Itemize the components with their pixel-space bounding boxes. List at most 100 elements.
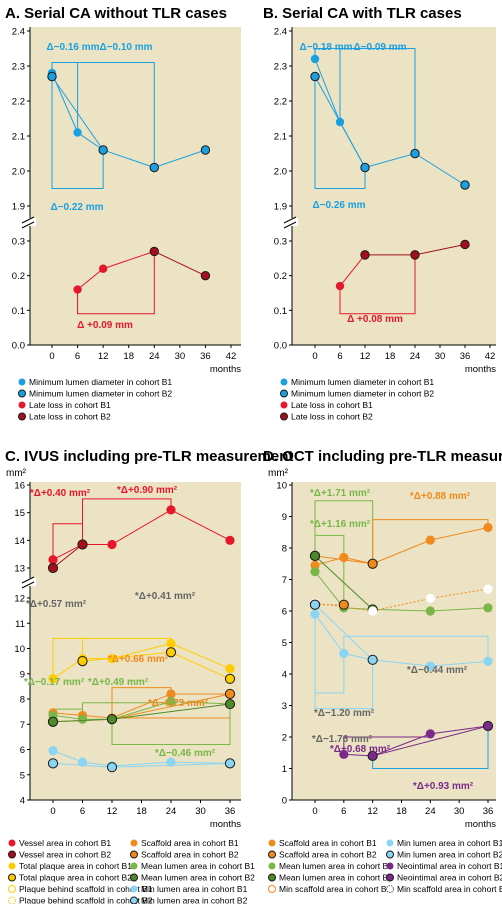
delta-annotation: *Δ−1.76 mm² — [312, 734, 373, 745]
y-tick-label: 0.0 — [274, 341, 287, 352]
y-tick-label: 6 — [20, 745, 25, 756]
data-point — [309, 550, 321, 561]
x-tick-label: 0 — [312, 806, 317, 817]
delta-annotation: *Δ−1.20 mm² — [314, 708, 375, 719]
data-point — [149, 246, 159, 257]
delta-annotation: *Δ+1.71 mm² — [310, 488, 371, 499]
legend-item: Mean lumen area in cohort B2 — [141, 873, 255, 883]
legend-marker — [18, 401, 26, 409]
axis-break-mark — [21, 216, 35, 224]
annotation-bracket — [339, 254, 416, 315]
data-point — [483, 522, 493, 533]
axis-break-mark — [283, 221, 297, 229]
legend-marker — [386, 839, 394, 847]
y-tick-label: 7 — [282, 575, 287, 586]
data-point — [48, 555, 58, 565]
data-point — [225, 664, 235, 674]
x-tick-label: 36 — [225, 806, 236, 817]
y-tick-label: 2.2 — [274, 97, 287, 108]
data-point — [360, 162, 370, 173]
legend-marker — [18, 412, 26, 421]
legend-marker — [280, 401, 288, 409]
legend-item: Min lumen area in cohort B1 — [397, 838, 502, 848]
data-point — [166, 505, 176, 515]
legend-item: Late loss in cohort B1 — [291, 400, 373, 410]
data-point — [310, 54, 320, 64]
legend-marker — [280, 412, 288, 421]
series-line — [343, 725, 489, 757]
y-tick-label: 0.2 — [12, 271, 25, 282]
data-point — [367, 558, 378, 569]
y-tick-label: 1 — [282, 764, 287, 775]
legend-marker — [386, 862, 394, 870]
data-point — [410, 250, 420, 260]
legend-item: Min lumen area in cohort B2 — [141, 896, 248, 904]
axis-break — [22, 578, 36, 586]
legend-item: Vessel area in cohort B1 — [19, 838, 111, 848]
data-point — [166, 757, 176, 767]
legend-marker — [8, 839, 16, 847]
data-point — [309, 599, 321, 610]
y-tick-label: 2.1 — [274, 132, 287, 143]
delta-annotation: Δ−0.16 mm — [46, 42, 99, 53]
legend-item: Neointimal area in cohort B2 — [397, 873, 502, 883]
annotation-bracket — [343, 635, 489, 662]
legend-marker — [130, 873, 138, 882]
x-tick-label: 24 — [410, 351, 421, 362]
y-tick-label: 6 — [282, 607, 287, 618]
plot-area-C — [30, 482, 241, 800]
panel-title-A: A. Serial CA without TLR cases — [5, 5, 227, 22]
y-tick-label: 4 — [20, 796, 25, 807]
x-tick-label: 24 — [149, 351, 160, 362]
y-tick-label: 7 — [20, 720, 25, 731]
y-tick-label: 16 — [14, 481, 25, 492]
legend-item: Minimum lumen diameter in cohort B1 — [29, 377, 172, 387]
legend-marker — [8, 896, 16, 904]
delta-annotation: *Δ+0.68 mm² — [330, 744, 391, 755]
legend-item: Total plaque area in cohort B2 — [19, 873, 132, 883]
x-tick-label: 30 — [175, 351, 186, 362]
y-tick-label: 5 — [282, 638, 287, 649]
x-tick-label: 6 — [337, 351, 342, 362]
legend-marker — [130, 850, 138, 859]
data-point — [224, 673, 236, 684]
legend-marker — [386, 885, 394, 893]
data-point — [200, 145, 211, 155]
y-tick-label: 2.0 — [12, 167, 25, 178]
legend-marker — [8, 885, 16, 893]
x-tick-label: 6 — [80, 806, 85, 817]
data-point — [73, 285, 82, 294]
data-point — [166, 638, 176, 649]
series-line — [314, 604, 374, 661]
legend-marker — [130, 896, 138, 904]
y-tick-label: 11 — [15, 619, 25, 630]
panel-title-C: C. IVUS including pre-TLR measurement — [5, 448, 293, 465]
legend-item: Minimum lumen diameter in cohort B2 — [29, 389, 172, 399]
x-tick-label: 0 — [312, 351, 317, 362]
legend-marker — [386, 850, 394, 859]
data-point — [149, 162, 159, 173]
x-axis-label: months — [465, 364, 496, 375]
series-line — [314, 76, 466, 186]
x-tick-label: 0 — [49, 351, 54, 362]
data-point — [425, 729, 435, 739]
delta-annotation: Δ−0.18 mm — [299, 42, 352, 53]
y-tick-label: 0.1 — [12, 306, 25, 317]
legend-item: Late loss in cohort B1 — [29, 400, 111, 410]
series-line — [372, 725, 489, 757]
delta-annotation: *Δ+0.49 mm² — [88, 677, 149, 688]
data-point — [73, 128, 82, 137]
legend-marker — [18, 389, 26, 398]
legend-marker — [8, 862, 16, 870]
x-tick-label: 42 — [485, 351, 496, 362]
data-point — [224, 698, 236, 710]
data-point — [483, 656, 493, 667]
data-point — [166, 689, 176, 699]
annotation-bracket — [51, 76, 104, 189]
y-tick-label: 13 — [14, 564, 25, 575]
delta-annotation: *Δ−0.46 mm² — [155, 748, 216, 759]
delta-annotation: *Δ+0.88 mm² — [410, 491, 471, 502]
data-point — [339, 749, 349, 759]
legend-marker — [8, 873, 16, 882]
